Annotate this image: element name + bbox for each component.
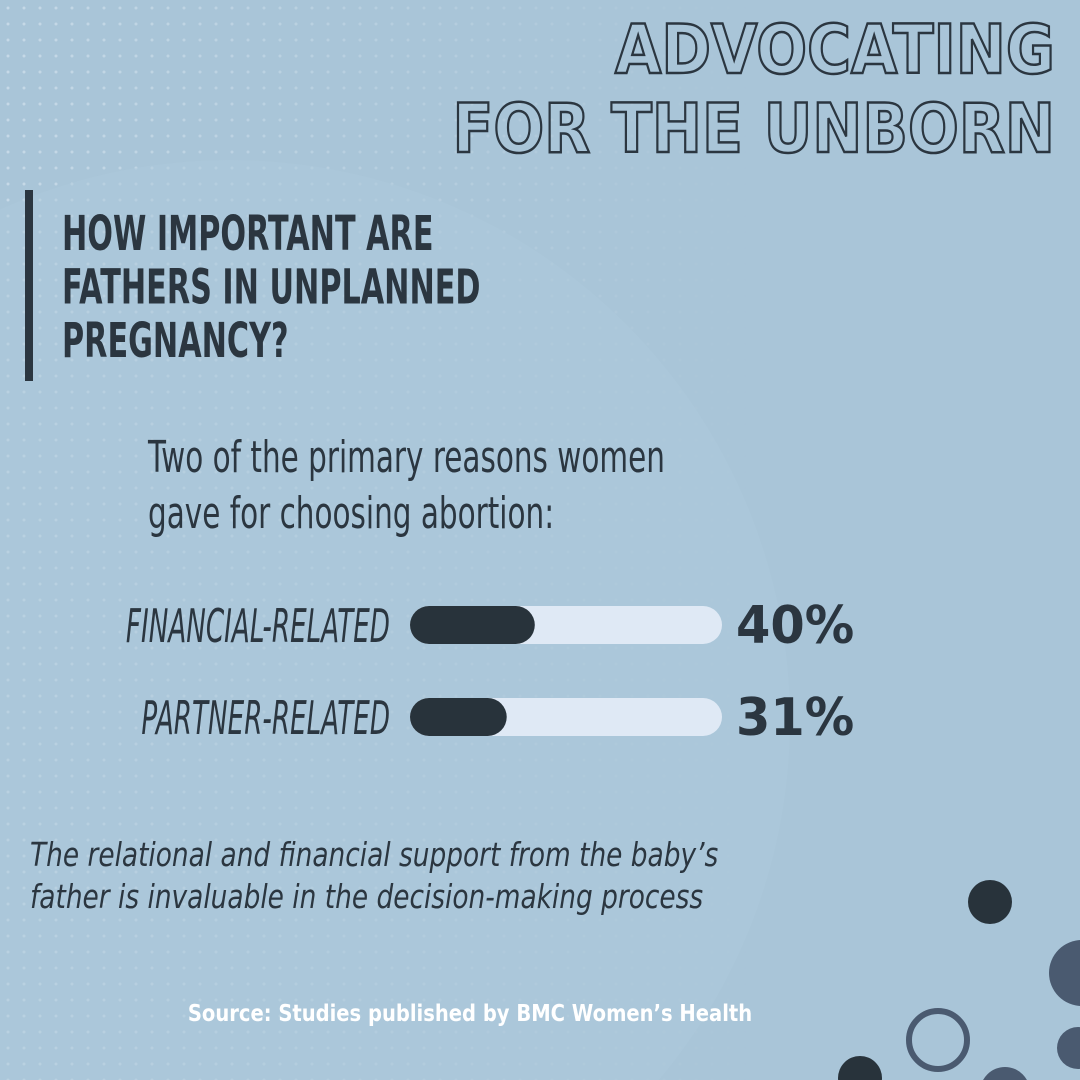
decor-dot: [838, 1056, 882, 1080]
value-label: 31%: [736, 687, 854, 747]
brand-title: ADVOCATING: [615, 11, 1055, 90]
question-line: HOW IMPORTANT ARE: [62, 207, 433, 262]
decor-dot: [1057, 1027, 1080, 1069]
intro-line: gave for choosing abortion:: [148, 487, 554, 539]
decor: [838, 880, 1080, 1080]
backdrop-circle: [0, 160, 790, 1080]
bar: [410, 698, 507, 736]
accent-bar: [25, 190, 33, 381]
question-line: FATHERS IN UNPLANNED: [62, 260, 481, 315]
category-label: PARTNER-RELATED: [141, 691, 390, 745]
value-label: 40%: [736, 595, 854, 655]
note-line: The relational and financial support fro…: [30, 836, 718, 875]
bar: [410, 606, 535, 644]
note-line: father is invaluable in the decision-mak…: [30, 878, 703, 917]
decor-ring: [906, 1008, 970, 1072]
question-line: PREGNANCY?: [62, 314, 289, 369]
category-label: FINANCIAL-RELATED: [126, 599, 390, 653]
source: Source: Studies published by BMC Women’s…: [188, 1001, 752, 1028]
decor-dot: [1049, 940, 1080, 1006]
decor-dot: [968, 880, 1012, 924]
brand-title: FOR THE UNBORN: [452, 90, 1055, 169]
decor-dot: [983, 1067, 1027, 1080]
intro-line: Two of the primary reasons women: [147, 431, 665, 483]
